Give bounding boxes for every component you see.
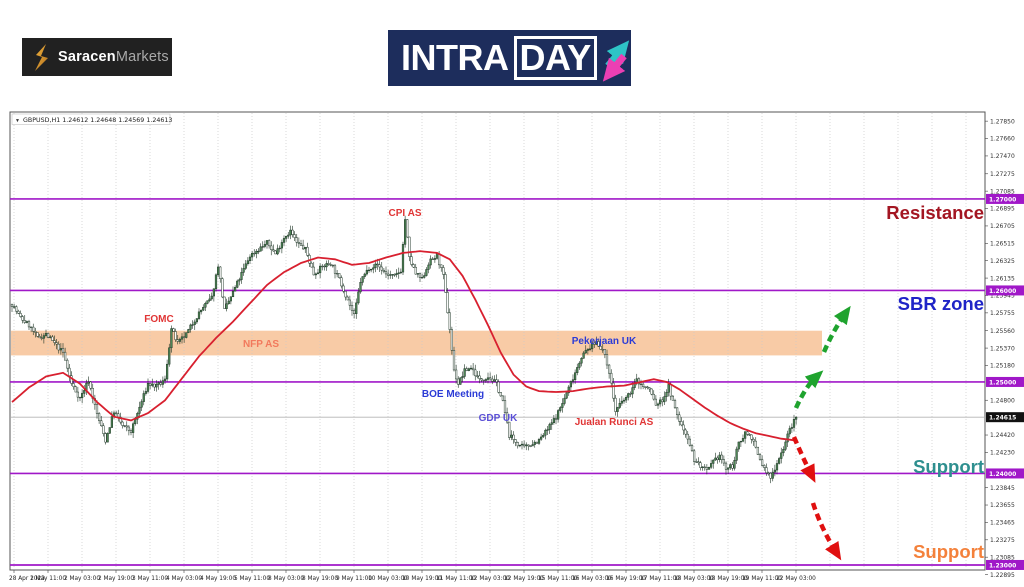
sbr-zone-rectangle [11,330,822,356]
svg-text:1.26135: 1.26135 [990,275,1015,282]
svg-text:1.25945: 1.25945 [990,293,1015,300]
saracen-s-icon [35,43,48,71]
svg-text:1.24420: 1.24420 [990,432,1015,439]
svg-text:22 May 03:00: 22 May 03:00 [776,576,816,582]
svg-text:1.27000: 1.27000 [989,196,1016,203]
intraday-logo: INTRA DAY [388,30,631,86]
svg-text:3 May 11:00: 3 May 11:00 [132,576,168,582]
level-labels: Resistance SBR zone Support Support [886,202,984,562]
intraday-arrows-icon [602,40,630,82]
saracen-wordmark: SaracenMarkets [58,49,169,65]
saracen-brand-bold: Saracen [58,49,116,65]
candlestick-series [10,215,798,484]
moving-average-line [11,250,795,442]
arrow-down-left-icon [602,53,627,82]
saracen-brand-light: Markets [115,49,169,65]
svg-text:1.23655: 1.23655 [990,502,1015,509]
svg-text:4 May 03:00: 4 May 03:00 [166,576,202,582]
svg-text:1.26515: 1.26515 [990,241,1015,248]
svg-text:1.27470: 1.27470 [990,153,1015,160]
svg-text:Support: Support [913,456,984,477]
svg-text:1.25560: 1.25560 [990,328,1015,335]
svg-text:1.26895: 1.26895 [990,206,1015,213]
svg-text:Pekerjaan UK: Pekerjaan UK [572,336,637,347]
svg-text:1.25000: 1.25000 [989,379,1016,386]
svg-text:SBR zone: SBR zone [898,293,984,314]
svg-text:GDP UK: GDP UK [479,413,518,424]
svg-text:1 May 11:00: 1 May 11:00 [30,576,66,582]
svg-text:1.23085: 1.23085 [990,554,1015,561]
saracen-markets-logo: SaracenMarkets [22,38,172,76]
svg-text:1.27850: 1.27850 [990,118,1015,125]
intraday-wordmark-intra: INTRA [401,37,509,78]
svg-text:1.23465: 1.23465 [990,520,1015,527]
svg-text:1.26705: 1.26705 [990,223,1015,230]
svg-text:1.24230: 1.24230 [990,450,1015,457]
svg-text:Jualan Runci AS: Jualan Runci AS [575,417,654,428]
trend-arrows [791,305,851,561]
svg-text:1.27085: 1.27085 [990,188,1015,195]
event-annotations: CPI AS FOMC NFP AS BOE Meeting GDP UK Pekerja… [144,208,653,428]
current-price-badge [986,412,1024,423]
svg-text:10 May 19:00: 10 May 19:00 [402,576,442,582]
svg-text:NFP AS: NFP AS [243,339,279,350]
svg-text:1.25180: 1.25180 [990,363,1015,370]
svg-text:1.27275: 1.27275 [990,171,1015,178]
svg-text:BOE Meeting: BOE Meeting [422,389,484,400]
svg-text:8 May 03:00: 8 May 03:00 [268,576,304,582]
svg-text:FOMC: FOMC [144,314,173,325]
svg-text:19 May 11:00: 19 May 11:00 [742,576,782,582]
svg-text:1.23000: 1.23000 [989,562,1016,569]
symbol-dropdown-icon: ▼ [15,118,20,124]
chart-title[interactable]: ▼ GBPUSD,H1 1.24612 1.24648 1.24569 1.246… [11,113,172,125]
svg-text:10 May 03:00: 10 May 03:00 [368,576,408,582]
svg-text:16 May 03:00: 16 May 03:00 [572,576,612,582]
svg-text:15 May 11:00: 15 May 11:00 [538,576,578,582]
svg-text:1.22895: 1.22895 [990,572,1015,579]
svg-text:17 May 11:00: 17 May 11:00 [640,576,680,582]
svg-text:4 May 19:00: 4 May 19:00 [200,576,236,582]
svg-text:11 May 11:00: 11 May 11:00 [436,576,476,582]
svg-text:1.23845: 1.23845 [990,485,1015,492]
svg-text:12 May 03:00: 12 May 03:00 [470,576,510,582]
svg-text:12 May 19:00: 12 May 19:00 [504,576,544,582]
svg-text:1.25370: 1.25370 [990,345,1015,352]
svg-text:1.26000: 1.26000 [989,288,1016,295]
svg-text:Resistance: Resistance [886,202,984,223]
svg-text:1.24000: 1.24000 [989,471,1016,478]
svg-text:1.27660: 1.27660 [990,136,1015,143]
intraday-wordmark-day: DAY [513,36,597,80]
svg-text:1.23275: 1.23275 [990,537,1015,544]
svg-text:CPI AS: CPI AS [389,208,422,219]
svg-text:16 May 19:00: 16 May 19:00 [606,576,646,582]
svg-text:1.24615: 1.24615 [989,415,1016,422]
svg-text:GBPUSD,H1 1.24612 1.24648 1.2: GBPUSD,H1 1.24612 1.24648 1.24569 1.2461… [23,117,172,124]
price-axis[interactable]: 1.27850 1.27660 1.27470 1.27275 1.27085 1.268… [985,118,1024,579]
svg-text:1.24800: 1.24800 [990,397,1015,404]
svg-text:28 Apr 2023: 28 Apr 2023 [9,576,45,582]
svg-text:2 May 03:00: 2 May 03:00 [64,576,100,582]
svg-text:8 May 19:00: 8 May 19:00 [302,576,338,582]
grid-lines [13,113,967,569]
svg-text:Support: Support [913,541,984,562]
svg-text:5 May 11:00: 5 May 11:00 [234,576,270,582]
svg-text:1.26325: 1.26325 [990,258,1015,265]
svg-text:18 May 19:00: 18 May 19:00 [708,576,748,582]
svg-text:18 May 03:00: 18 May 03:00 [674,576,714,582]
svg-text:1.25755: 1.25755 [990,310,1015,317]
svg-text:9 May 11:00: 9 May 11:00 [336,576,372,582]
svg-text:2 May 19:00: 2 May 19:00 [98,576,134,582]
